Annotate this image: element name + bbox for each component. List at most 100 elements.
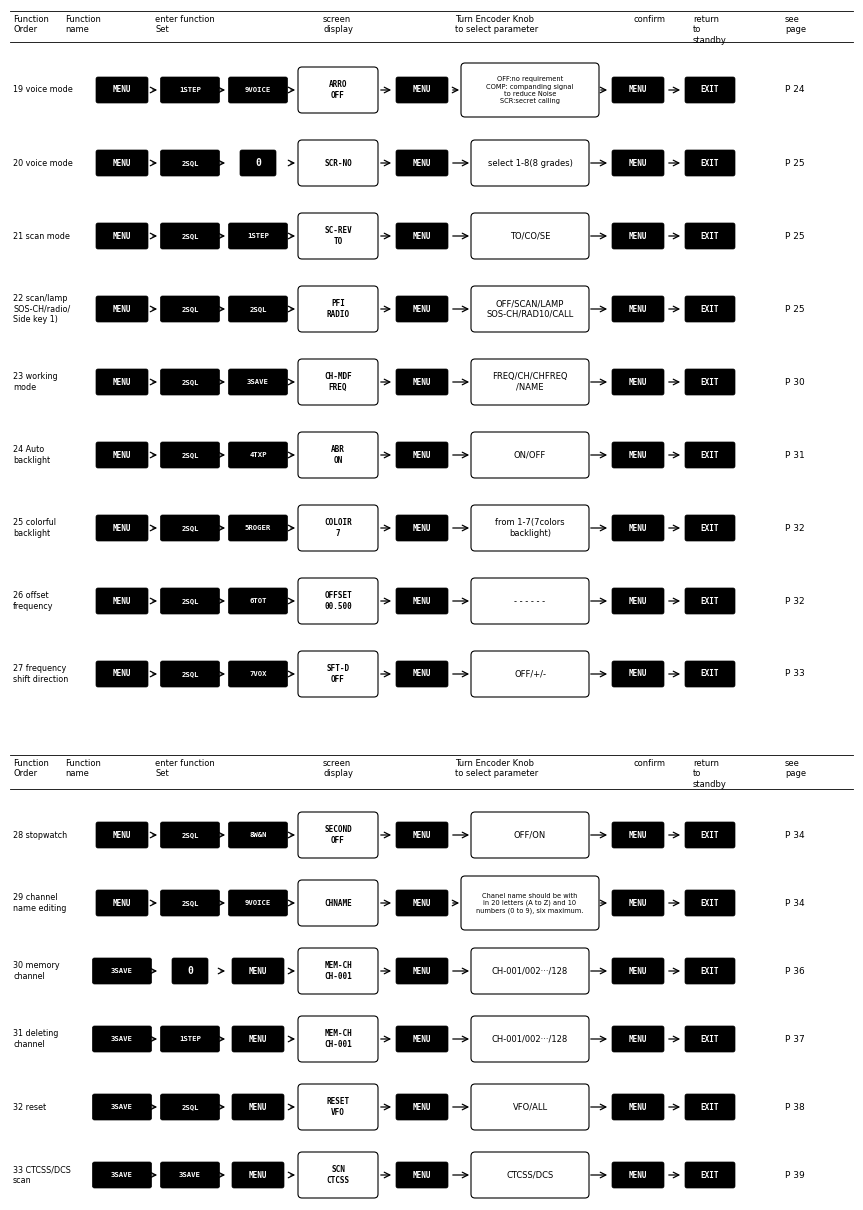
Text: MENU: MENU [413, 967, 432, 975]
Text: MENU: MENU [413, 830, 432, 840]
FancyBboxPatch shape [471, 505, 589, 551]
FancyBboxPatch shape [471, 213, 589, 259]
FancyBboxPatch shape [612, 515, 664, 541]
Text: P 36: P 36 [785, 967, 805, 975]
Text: OFF/ON: OFF/ON [513, 830, 546, 840]
FancyBboxPatch shape [161, 296, 219, 322]
FancyBboxPatch shape [396, 1094, 448, 1120]
FancyBboxPatch shape [471, 432, 589, 478]
FancyBboxPatch shape [471, 947, 589, 993]
Text: EXIT: EXIT [701, 1035, 719, 1043]
Text: confirm: confirm [633, 759, 665, 768]
FancyBboxPatch shape [612, 891, 664, 916]
Text: 3SAVE: 3SAVE [247, 379, 269, 385]
Text: OFF:no requirement
COMP: companding signal
to reduce Noise
SCR:secret calling: OFF:no requirement COMP: companding sign… [487, 76, 574, 104]
Text: MENU: MENU [629, 899, 647, 908]
FancyBboxPatch shape [92, 958, 152, 984]
Text: EXIT: EXIT [701, 450, 719, 460]
FancyBboxPatch shape [298, 880, 378, 926]
Text: EXIT: EXIT [701, 524, 719, 532]
Text: MENU: MENU [629, 524, 647, 532]
Text: see
page: see page [785, 759, 806, 778]
Text: MENU: MENU [113, 378, 131, 386]
FancyBboxPatch shape [229, 223, 287, 249]
Text: MENU: MENU [249, 1102, 268, 1112]
FancyBboxPatch shape [298, 286, 378, 332]
FancyBboxPatch shape [298, 651, 378, 697]
FancyBboxPatch shape [161, 223, 219, 249]
FancyBboxPatch shape [161, 661, 219, 687]
Text: confirm: confirm [633, 15, 665, 24]
FancyBboxPatch shape [229, 588, 287, 613]
Text: VFO/ALL: VFO/ALL [513, 1102, 547, 1112]
Text: 27 frequency
shift direction: 27 frequency shift direction [13, 664, 68, 684]
FancyBboxPatch shape [685, 223, 735, 249]
Text: 0: 0 [187, 966, 193, 976]
Text: CTCSS/DCS: CTCSS/DCS [507, 1170, 554, 1180]
FancyBboxPatch shape [92, 1094, 152, 1120]
FancyBboxPatch shape [471, 359, 589, 405]
Text: P 32: P 32 [785, 597, 804, 605]
FancyBboxPatch shape [161, 1162, 219, 1188]
Text: 25 colorful
backlight: 25 colorful backlight [13, 518, 56, 537]
Text: MENU: MENU [413, 524, 432, 532]
Text: MENU: MENU [113, 597, 131, 605]
Text: 9VOICE: 9VOICE [245, 900, 271, 906]
Text: SECOND
OFF: SECOND OFF [324, 825, 352, 845]
FancyBboxPatch shape [612, 442, 664, 468]
Text: 22 scan/lamp
SOS-CH/radio/
Side key 1): 22 scan/lamp SOS-CH/radio/ Side key 1) [13, 294, 70, 324]
Text: MENU: MENU [113, 305, 131, 313]
Text: MENU: MENU [113, 669, 131, 679]
Text: Turn Encoder Knob
to select parameter: Turn Encoder Knob to select parameter [455, 15, 539, 34]
Text: return
to
standby: return to standby [693, 759, 727, 789]
Text: MENU: MENU [413, 305, 432, 313]
FancyBboxPatch shape [612, 296, 664, 322]
Text: MENU: MENU [413, 1102, 432, 1112]
Text: screen
display: screen display [323, 759, 353, 778]
FancyBboxPatch shape [298, 812, 378, 858]
Text: 3SAVE: 3SAVE [111, 1172, 133, 1179]
Text: MENU: MENU [113, 450, 131, 460]
Text: screen
display: screen display [323, 15, 353, 34]
Text: MENU: MENU [413, 450, 432, 460]
Text: 2SQL: 2SQL [181, 160, 198, 166]
FancyBboxPatch shape [396, 1026, 448, 1051]
FancyBboxPatch shape [161, 369, 219, 394]
Text: P 30: P 30 [785, 378, 805, 386]
FancyBboxPatch shape [396, 891, 448, 916]
FancyBboxPatch shape [229, 515, 287, 541]
Text: PFI
RADIO: PFI RADIO [326, 299, 350, 318]
Text: SCR-NO: SCR-NO [324, 159, 352, 167]
Text: 23 working
mode: 23 working mode [13, 373, 58, 392]
Text: EXIT: EXIT [701, 378, 719, 386]
FancyBboxPatch shape [96, 822, 148, 848]
FancyBboxPatch shape [229, 442, 287, 468]
Text: SFT-D
OFF: SFT-D OFF [326, 664, 350, 684]
Text: MENU: MENU [629, 159, 647, 167]
FancyBboxPatch shape [396, 442, 448, 468]
FancyBboxPatch shape [232, 1162, 284, 1188]
FancyBboxPatch shape [396, 588, 448, 613]
FancyBboxPatch shape [685, 515, 735, 541]
FancyBboxPatch shape [298, 1084, 378, 1130]
Text: P 38: P 38 [785, 1102, 805, 1112]
Text: CH-001/002···/128: CH-001/002···/128 [492, 1035, 568, 1043]
Text: MENU: MENU [413, 231, 432, 241]
Text: Function
Order: Function Order [13, 759, 49, 778]
Text: 33 CTCSS/DCS
scan: 33 CTCSS/DCS scan [13, 1165, 71, 1185]
Text: 30 memory
channel: 30 memory channel [13, 961, 60, 980]
Text: EXIT: EXIT [701, 597, 719, 605]
FancyBboxPatch shape [229, 822, 287, 848]
Text: 1STEP: 1STEP [179, 87, 201, 93]
FancyBboxPatch shape [396, 150, 448, 175]
Text: MENU: MENU [413, 159, 432, 167]
Text: return
to
standby: return to standby [693, 15, 727, 45]
Text: EXIT: EXIT [701, 1102, 719, 1112]
Text: 3SAVE: 3SAVE [111, 968, 133, 974]
FancyBboxPatch shape [685, 1026, 735, 1051]
Text: EXIT: EXIT [701, 86, 719, 94]
FancyBboxPatch shape [685, 822, 735, 848]
FancyBboxPatch shape [685, 958, 735, 984]
FancyBboxPatch shape [685, 1162, 735, 1188]
Text: 21 scan mode: 21 scan mode [13, 231, 70, 241]
